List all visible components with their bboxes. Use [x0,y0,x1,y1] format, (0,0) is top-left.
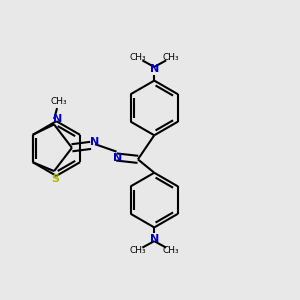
Text: CH₃: CH₃ [130,246,146,255]
Text: CH₃: CH₃ [162,246,179,255]
Text: N: N [113,153,123,163]
Text: S: S [52,173,60,184]
Text: N: N [150,234,159,244]
Text: N: N [53,114,62,124]
Text: CH₃: CH₃ [162,53,179,62]
Text: CH₃: CH₃ [50,97,67,106]
Text: CH₃: CH₃ [130,53,146,62]
Text: N: N [150,64,159,74]
Text: N: N [91,137,100,147]
